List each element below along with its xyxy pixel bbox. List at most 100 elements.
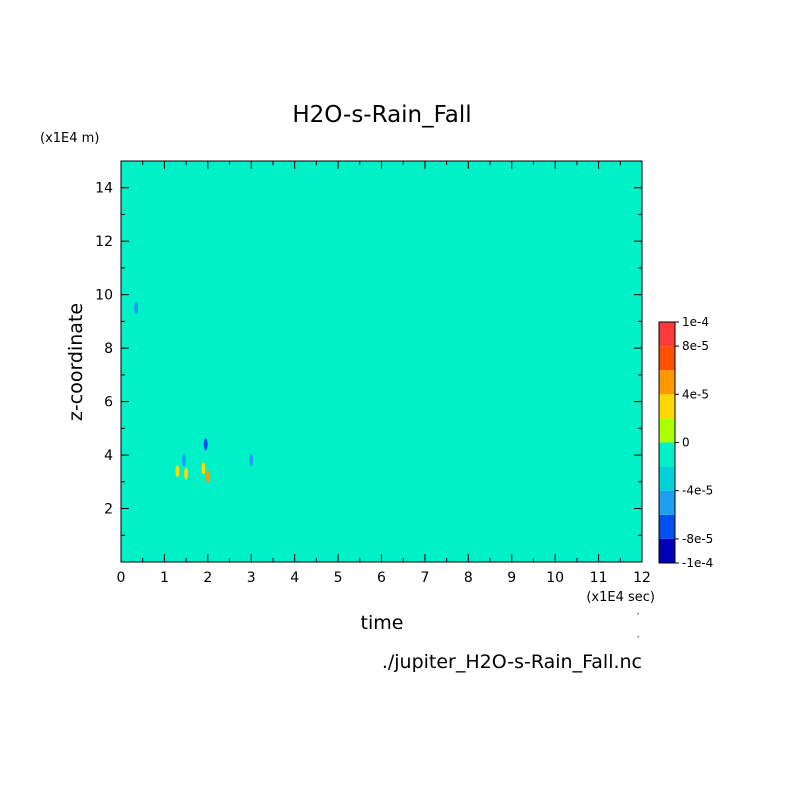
streak xyxy=(174,387,192,435)
streak xyxy=(233,397,242,417)
streak xyxy=(373,427,382,455)
blob xyxy=(507,469,511,483)
blob xyxy=(542,455,551,465)
streak xyxy=(564,310,572,335)
blob xyxy=(156,456,162,466)
blob xyxy=(635,456,642,465)
x-tick-label: 0 xyxy=(117,570,126,586)
streak xyxy=(459,427,466,449)
blob xyxy=(419,453,422,464)
streak xyxy=(217,406,228,433)
streak xyxy=(318,433,326,458)
streak xyxy=(592,326,609,361)
streak xyxy=(271,283,282,322)
blob xyxy=(621,448,626,464)
streak xyxy=(314,442,320,464)
streak xyxy=(330,378,339,399)
streak xyxy=(316,409,326,440)
streak xyxy=(207,426,214,454)
colorbar-tick-label: 0 xyxy=(682,436,690,450)
streak xyxy=(491,309,498,325)
streak xyxy=(519,408,529,441)
streak xyxy=(509,359,525,402)
blob xyxy=(392,455,398,468)
streak xyxy=(234,246,253,293)
blob xyxy=(191,467,197,484)
colorbar-segment xyxy=(659,442,675,467)
streak xyxy=(483,425,499,459)
top-zero-layer xyxy=(121,161,642,194)
streak xyxy=(338,417,353,452)
streak xyxy=(566,390,580,427)
streak xyxy=(401,342,409,363)
blob xyxy=(260,467,267,484)
streak xyxy=(354,274,366,317)
streak xyxy=(540,431,545,443)
streak xyxy=(602,416,608,432)
streak xyxy=(310,421,316,447)
streak xyxy=(297,285,308,331)
streak xyxy=(327,310,339,334)
streak xyxy=(483,399,492,421)
blob xyxy=(160,455,163,472)
streak xyxy=(556,376,565,392)
blob xyxy=(551,452,556,464)
streak xyxy=(166,340,176,375)
streak xyxy=(147,420,156,438)
blob xyxy=(622,460,625,473)
streak xyxy=(365,443,370,457)
streak xyxy=(621,335,634,368)
source-file-label: ./jupiter_H2O-s-Rain_Fall.nc xyxy=(382,651,642,673)
streak xyxy=(487,281,497,300)
speck xyxy=(201,462,206,475)
streak xyxy=(183,311,193,340)
blob xyxy=(233,466,241,476)
blob xyxy=(456,466,463,476)
streak xyxy=(323,306,337,354)
speck xyxy=(205,470,210,483)
streak xyxy=(235,306,245,340)
blob xyxy=(582,459,586,466)
x-axis: 0 1 2 3 4 5 6 7 8 9 10 11 12 xyxy=(117,161,651,586)
streak xyxy=(203,400,216,426)
streak xyxy=(540,387,554,424)
streak xyxy=(438,258,446,287)
streak xyxy=(189,398,199,423)
streak xyxy=(592,423,601,444)
streak xyxy=(318,321,332,359)
x-tick-label: 7 xyxy=(420,570,429,586)
streak xyxy=(218,303,234,350)
blob xyxy=(288,467,294,483)
streak xyxy=(258,267,272,306)
streak xyxy=(303,303,322,344)
streak xyxy=(186,305,192,317)
streak xyxy=(473,269,484,311)
y-tick-label: 8 xyxy=(104,341,113,357)
streak xyxy=(149,415,163,446)
y-tick-label: 14 xyxy=(95,181,113,197)
blob xyxy=(534,450,538,461)
streak xyxy=(157,336,166,366)
blob xyxy=(559,460,563,476)
streak xyxy=(461,398,469,421)
colorbar: -1e-4 -8e-5 -4e-5 0 4e-5 8e-5 1e-4 xyxy=(658,315,713,570)
streak xyxy=(472,331,481,361)
streak xyxy=(324,444,333,466)
streak xyxy=(560,291,570,338)
mark-2: ´ xyxy=(636,635,641,646)
streak xyxy=(283,244,295,270)
streak xyxy=(419,338,428,353)
streak xyxy=(253,240,265,269)
blob xyxy=(332,452,338,462)
streak xyxy=(283,304,290,326)
blob xyxy=(295,450,300,462)
blob xyxy=(129,454,134,463)
blob xyxy=(383,461,387,474)
streak xyxy=(557,441,562,456)
streak xyxy=(500,335,513,371)
streak xyxy=(375,322,384,354)
streak xyxy=(428,273,441,322)
streak xyxy=(189,450,198,463)
blob xyxy=(443,471,451,481)
x-tick-label: 8 xyxy=(464,570,473,586)
